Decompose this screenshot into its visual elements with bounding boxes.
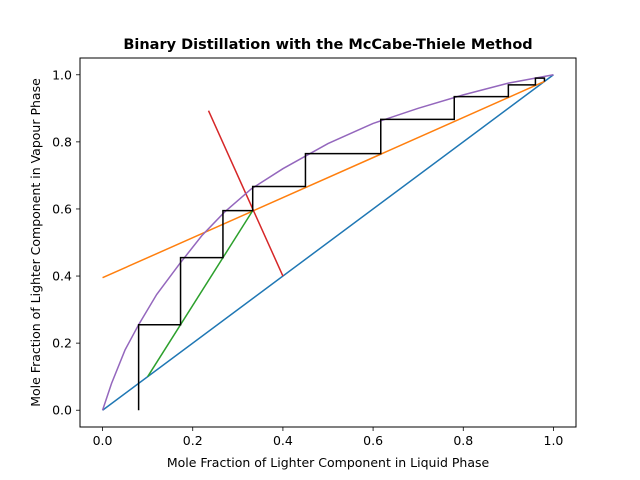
axes-frame xyxy=(79,57,577,428)
y-axis-ticks: 0.0 0.2 0.4 0.6 0.8 1.0 xyxy=(52,67,80,418)
x-tick-label: 0.8 xyxy=(453,433,473,448)
x-tick-label: 0.6 xyxy=(363,433,383,448)
y-tick-label: 0.2 xyxy=(52,336,72,351)
x-axis-ticks: 0.0 0.2 0.4 0.6 0.8 1.0 xyxy=(93,427,564,448)
series-line-rectifying xyxy=(102,80,545,279)
x-tick-label: 0.2 xyxy=(183,433,203,448)
chart-title: Binary Distillation with the McCabe-Thie… xyxy=(123,37,532,53)
y-axis-label: Mole Fraction of Lighter Component in Va… xyxy=(28,78,43,407)
y-tick-label: 1.0 xyxy=(52,67,72,82)
x-tick-label: 0.4 xyxy=(273,433,293,448)
y-tick-label: 0.0 xyxy=(52,403,72,418)
series-line-equilibrium xyxy=(101,74,554,411)
series-line-stages xyxy=(137,77,546,411)
x-tick-label: 1.0 xyxy=(544,433,564,448)
y-tick-label: 0.8 xyxy=(52,134,72,149)
series-line-diagonal xyxy=(102,74,554,411)
series-line-stripping xyxy=(147,210,254,378)
x-tick-label: 0.0 xyxy=(93,433,113,448)
plot-area xyxy=(101,74,554,411)
y-tick-label: 0.6 xyxy=(52,201,72,216)
x-axis-label: Mole Fraction of Lighter Component in Li… xyxy=(167,455,490,470)
y-tick-label: 0.4 xyxy=(52,269,72,284)
